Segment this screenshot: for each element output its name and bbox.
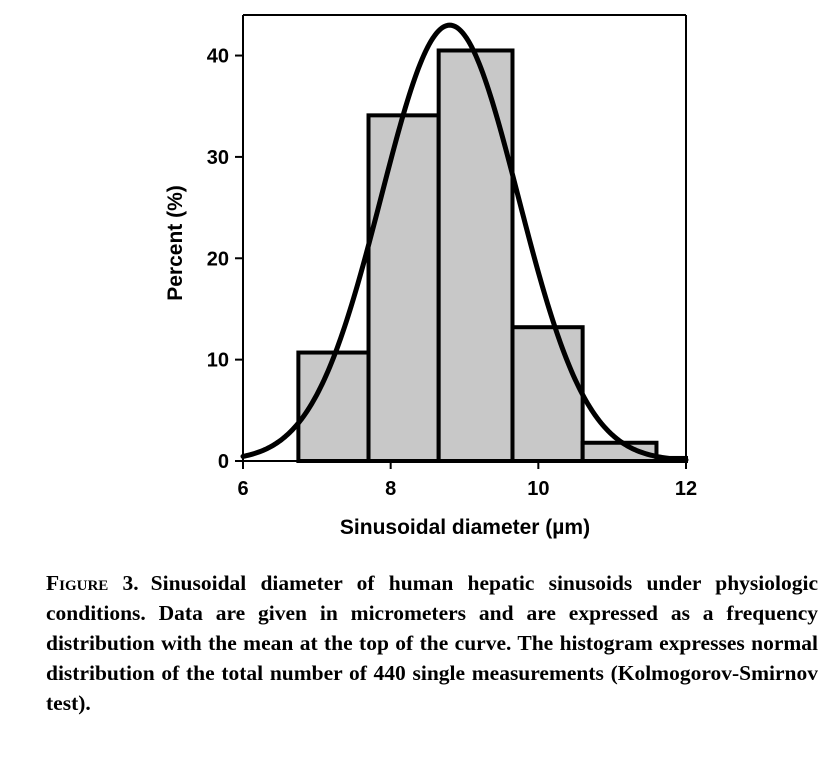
x-tick-label: 12 — [675, 478, 697, 500]
y-tick-label: 20 — [207, 248, 229, 270]
figure-label: Figure 3. — [46, 571, 139, 595]
y-tick-label: 30 — [207, 147, 229, 169]
y-tick-label: 40 — [207, 46, 229, 68]
histogram-bars — [296, 48, 689, 464]
histogram-bar-4 — [510, 325, 585, 464]
x-tick-label: 10 — [527, 478, 549, 500]
histogram-bar-2 — [366, 113, 441, 463]
histogram-bar-3 — [436, 48, 515, 464]
y-tick-label: 0 — [218, 451, 229, 473]
y-axis-ticks: 0 10 20 30 40 — [207, 46, 243, 473]
x-axis-ticks: 6 8 10 12 — [237, 461, 697, 500]
histogram-chart: 0 10 20 30 40 6 8 10 12 Sinusoidal diameter (µm… — [164, 14, 697, 539]
x-tick-label: 8 — [385, 478, 396, 500]
x-axis-title: Sinusoidal diameter (µm) — [340, 516, 590, 539]
y-tick-label: 10 — [207, 350, 229, 372]
normal-distribution-curve — [240, 22, 689, 463]
figure-caption: Figure 3. Sinusoidal diameter of human he… — [46, 568, 818, 718]
x-tick-label: 6 — [237, 478, 248, 500]
y-axis-title: Percent (%) — [164, 185, 187, 301]
caption-text: Sinusoidal diameter of human hepatic sin… — [46, 571, 818, 715]
